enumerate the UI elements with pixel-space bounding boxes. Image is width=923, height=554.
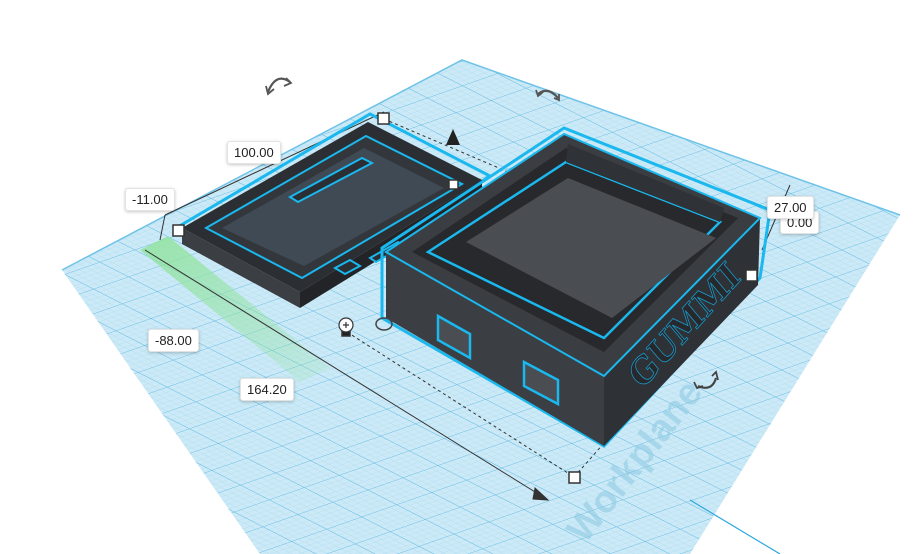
height-handle[interactable] xyxy=(448,179,459,190)
ruler-icon[interactable] xyxy=(338,317,393,333)
offset-x-dimension-label[interactable]: -88.00 xyxy=(148,329,199,352)
lid-shape[interactable] xyxy=(173,112,493,308)
window-cutout xyxy=(522,359,560,407)
resize-handle-left[interactable] xyxy=(172,224,185,237)
rotate-arrow-icon[interactable] xyxy=(265,77,293,96)
resize-handle-right[interactable] xyxy=(745,269,758,282)
resize-handle-top[interactable] xyxy=(377,112,390,125)
length-dimension-label[interactable]: 100.00 xyxy=(227,141,281,164)
width-dimension-label[interactable]: 164.20 xyxy=(240,378,294,401)
cone-arrow-icon[interactable] xyxy=(446,129,460,145)
axis-highlight xyxy=(140,236,330,382)
resize-handle-bottom[interactable] xyxy=(568,471,581,484)
rotate-arrow-icon[interactable] xyxy=(693,370,719,390)
rotate-arrow-icon[interactable] xyxy=(535,89,560,102)
window-cutout xyxy=(436,313,472,361)
box-shape[interactable]: GUMMI xyxy=(380,126,772,448)
offset-y-dimension-label[interactable]: -11.00 xyxy=(125,188,175,211)
height-dimension-label[interactable]: 27.00 xyxy=(767,196,814,219)
